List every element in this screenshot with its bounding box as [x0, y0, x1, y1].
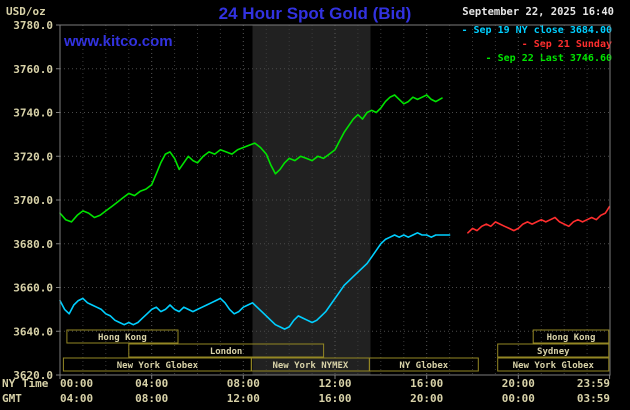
session-box	[497, 343, 610, 358]
y-tick-label: 3700.0	[13, 194, 53, 207]
y-tick-label: 3740.0	[13, 107, 53, 120]
ny-time-tick-label: 16:00	[410, 377, 443, 390]
gmt-tick-label: 04:00	[60, 392, 93, 405]
legend: - Sep 19 NY close 3684.00 - Sep 21 Sunda…	[461, 24, 612, 66]
legend-item-sep22: - Sep 22 Last 3746.60	[461, 52, 612, 66]
ny-time-tick-label: 12:00	[318, 377, 351, 390]
ny-time-tick-label: 20:00	[502, 377, 535, 390]
gmt-axis-label: GMT	[2, 392, 22, 405]
price-line-sep19	[59, 232, 451, 330]
y-tick-label: 3620.0	[13, 369, 53, 382]
session-box	[66, 329, 179, 344]
price-line-sep22	[59, 94, 443, 223]
legend-label-sep22: Sep 22 Last 3746.60	[497, 53, 612, 64]
ny-time-tick-label: 23:59	[577, 377, 610, 390]
gmt-tick-label: 12:00	[227, 392, 260, 405]
y-tick-label: 3760.0	[13, 63, 53, 76]
gmt-tick-label: 16:00	[318, 392, 351, 405]
legend-label-sep19: Sep 19 NY close 3684.00	[473, 25, 612, 36]
ny-time-tick-label: 04:00	[135, 377, 168, 390]
legend-marker-sep22: -	[485, 53, 492, 64]
session-label: New York NYMEX	[272, 361, 348, 371]
session-label: Hong Kong	[98, 333, 147, 343]
legend-item-sep19: - Sep 19 NY close 3684.00	[461, 24, 612, 38]
session-box	[368, 357, 479, 372]
legend-marker-sep19: -	[461, 25, 468, 36]
session-box	[497, 357, 610, 372]
y-tick-label: 3720.0	[13, 150, 53, 163]
legend-label-sep21: Sep 21 Sunday	[533, 39, 612, 50]
gmt-tick-label: 00:00	[502, 392, 535, 405]
kitco-website-link[interactable]: www.kitco.com	[64, 33, 173, 50]
legend-marker-sep21: -	[521, 39, 528, 50]
session-label: Sydney	[537, 347, 570, 357]
session-label: NY Globex	[399, 361, 448, 371]
session-label: New York Globex	[513, 361, 595, 371]
gmt-tick-label: 20:00	[410, 392, 443, 405]
y-tick-label: 3780.0	[13, 19, 53, 32]
chart-title: 24 Hour Spot Gold (Bid)	[218, 4, 412, 23]
ny-time-tick-label: 00:00	[60, 377, 93, 390]
ny-time-axis-label: NY Time	[2, 377, 49, 390]
session-label: New York Globex	[117, 361, 199, 371]
y-axis-units-label: USD/oz	[6, 5, 46, 18]
y-tick-label: 3640.0	[13, 325, 53, 338]
session-box	[128, 343, 325, 358]
session-box	[532, 329, 610, 344]
gmt-tick-label: 03:59	[577, 392, 610, 405]
legend-item-sep21: - Sep 21 Sunday	[461, 38, 612, 52]
ny-time-tick-label: 08:00	[227, 377, 260, 390]
session-label: London	[210, 347, 243, 357]
gmt-tick-label: 08:00	[135, 392, 168, 405]
price-line-sep21	[467, 205, 611, 234]
session-label: Hong Kong	[547, 333, 596, 343]
y-tick-label: 3680.0	[13, 238, 53, 251]
chart-datetime: September 22, 2025 16:40	[462, 6, 614, 18]
y-tick-label: 3660.0	[13, 282, 53, 295]
